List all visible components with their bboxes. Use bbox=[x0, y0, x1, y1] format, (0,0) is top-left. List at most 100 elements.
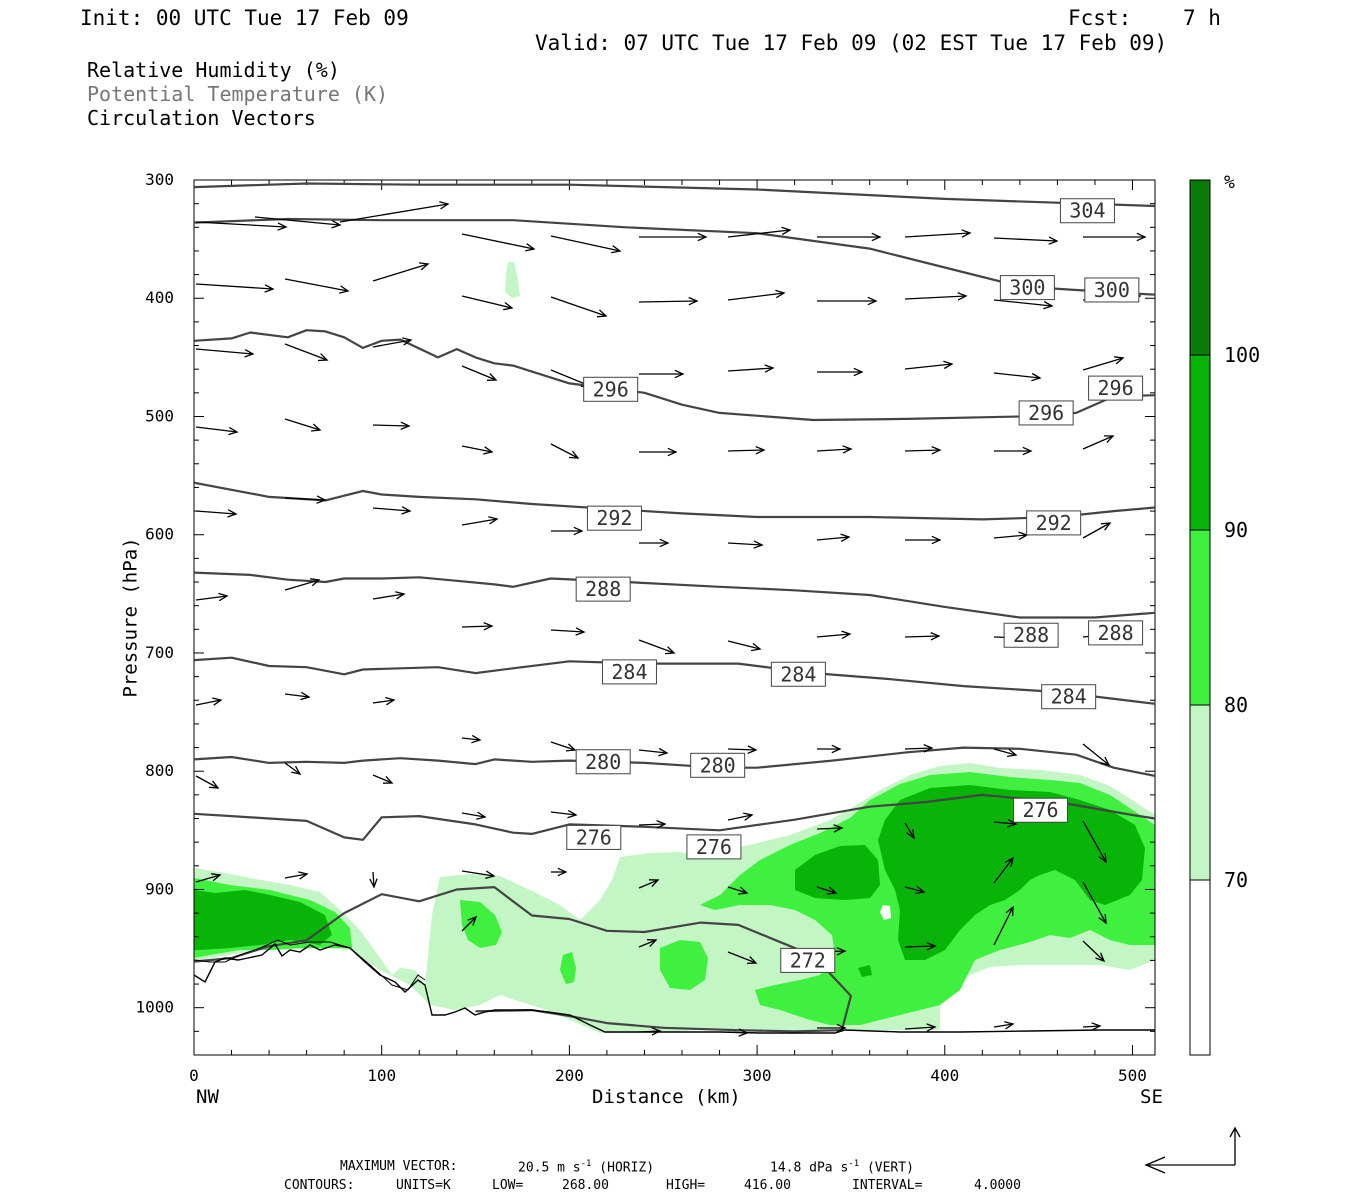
init-time: Init: 00 UTC Tue 17 Feb 09 bbox=[80, 6, 409, 30]
circulation-vector bbox=[993, 905, 1014, 946]
contour-label: 284 bbox=[770, 661, 826, 687]
contour-label-text: 276 bbox=[696, 835, 732, 859]
circulation-vector bbox=[904, 445, 942, 455]
circulation-vector bbox=[284, 871, 309, 880]
x-tick-label: 300 bbox=[743, 1066, 772, 1085]
circulation-vector bbox=[817, 744, 842, 754]
circulation-vector bbox=[816, 445, 853, 454]
circulation-vector bbox=[284, 495, 327, 504]
circulation-vector bbox=[254, 216, 342, 229]
contour-label-text: 280 bbox=[700, 753, 736, 777]
contour-label: 288 bbox=[575, 576, 631, 602]
y-tick-label: 900 bbox=[145, 879, 174, 898]
circulation-vector bbox=[372, 696, 396, 706]
axes: 0 100 200 300 400 500 300 400 500 600 700 800 900 100… bbox=[135, 170, 1155, 1085]
circulation-vector bbox=[727, 445, 766, 455]
contour-label: 284 bbox=[601, 659, 657, 685]
max-vector-vertical-unit: (VERT) bbox=[866, 1160, 914, 1176]
circulation-vector bbox=[1082, 743, 1111, 767]
circulation-vector bbox=[639, 447, 678, 457]
contour-label-text: 300 bbox=[1009, 276, 1045, 300]
relative-humidity-fields bbox=[194, 262, 1155, 1033]
circulation-vector bbox=[195, 509, 238, 518]
terrain-line bbox=[194, 942, 1155, 1034]
contour-label: 276 bbox=[686, 834, 742, 860]
y-tick-label: 600 bbox=[145, 525, 174, 544]
circulation-vector bbox=[727, 951, 758, 965]
circulation-vector bbox=[727, 640, 762, 652]
max-vector-vertical: 14.8 dPa s-1 (VERT) bbox=[770, 1159, 914, 1176]
contour-label: 296 bbox=[1088, 375, 1144, 401]
contour-label-text: 292 bbox=[596, 506, 632, 530]
circulation-vector bbox=[993, 856, 1014, 884]
contour-label: 284 bbox=[1041, 684, 1097, 710]
circulation-vector bbox=[727, 886, 749, 895]
theta-contour-296 bbox=[194, 329, 1155, 422]
colorbar-segment bbox=[1190, 880, 1210, 1055]
colorbar-level-label: 80 bbox=[1224, 693, 1248, 717]
x-tick-label: 500 bbox=[1118, 1066, 1147, 1085]
circulation-vector bbox=[550, 741, 577, 752]
contours-high-value: 416.00 bbox=[744, 1178, 791, 1193]
circulation-vector bbox=[904, 631, 941, 641]
y-tick-label: 1000 bbox=[135, 998, 174, 1017]
circulation-vector bbox=[727, 812, 754, 821]
circulation-vectors bbox=[195, 201, 1147, 1037]
forecast-label: Fcst: bbox=[1068, 6, 1132, 30]
legend-potential-temperature: Potential Temperature (K) bbox=[87, 82, 389, 106]
contour-label-text: 300 bbox=[1094, 278, 1130, 302]
circulation-vector bbox=[904, 360, 954, 370]
circulation-vector bbox=[816, 886, 838, 895]
circulation-vector bbox=[1083, 232, 1147, 242]
rh-90-region bbox=[194, 890, 332, 950]
circulation-vector bbox=[195, 592, 229, 602]
contour-label-text: 280 bbox=[585, 750, 621, 774]
contour-label-text: 276 bbox=[1022, 798, 1058, 822]
circulation-vector bbox=[372, 591, 406, 600]
theta-contour-272 bbox=[194, 886, 852, 1032]
rh-90-region bbox=[795, 845, 880, 900]
colorbar-level-label: 90 bbox=[1224, 518, 1248, 542]
contours-high-label: HIGH= bbox=[666, 1178, 706, 1193]
circulation-vector bbox=[284, 578, 321, 591]
circulation-vector bbox=[904, 1023, 937, 1032]
circulation-vector bbox=[551, 867, 568, 877]
circulation-vector bbox=[461, 915, 478, 932]
circulation-vector bbox=[195, 775, 220, 789]
contour-label-text: 304 bbox=[1069, 199, 1105, 223]
colorbar-unit: % bbox=[1224, 172, 1235, 193]
max-vector-horizontal: 20.5 m s-1 (HORIZ) bbox=[518, 1160, 655, 1176]
plot-frame bbox=[193, 179, 1156, 1056]
circulation-vector bbox=[550, 627, 586, 636]
circulation-vector bbox=[993, 819, 1018, 828]
circulation-vector bbox=[284, 691, 311, 701]
circulation-vector bbox=[727, 364, 775, 373]
x-tick-label: 100 bbox=[367, 1066, 396, 1085]
circulation-vector bbox=[339, 201, 450, 223]
circulation-vector bbox=[461, 734, 482, 744]
max-vector-horizontal-unit: (HORIZ) bbox=[599, 1160, 655, 1176]
y-tick-label: 700 bbox=[145, 643, 174, 662]
circulation-vector bbox=[284, 278, 350, 294]
theta-contour-284 bbox=[194, 656, 1155, 705]
circulation-vector bbox=[372, 774, 394, 784]
y-tick-label: 300 bbox=[145, 170, 174, 189]
max-vector-vertical-exponent: -1 bbox=[848, 1159, 860, 1169]
contour-label-text: 288 bbox=[1098, 621, 1134, 645]
circulation-vector bbox=[372, 421, 411, 431]
contour-label: 288 bbox=[1088, 620, 1144, 646]
circulation-vector bbox=[550, 443, 580, 459]
theta-contour-288 bbox=[194, 571, 1155, 619]
circulation-vector bbox=[638, 819, 667, 829]
contour-label: 276 bbox=[566, 824, 622, 850]
rh-80-region bbox=[660, 940, 708, 990]
circulation-vector bbox=[638, 879, 660, 889]
contour-label-text: 296 bbox=[1028, 401, 1064, 425]
circulation-vector bbox=[904, 885, 926, 895]
contour-label-text: 276 bbox=[576, 825, 612, 849]
x-axis-title: Distance (km) bbox=[592, 1086, 741, 1108]
rh-70-region bbox=[505, 262, 520, 298]
contour-label: 272 bbox=[780, 947, 836, 973]
circulation-vector bbox=[284, 418, 322, 432]
contour-label: 280 bbox=[575, 749, 631, 775]
